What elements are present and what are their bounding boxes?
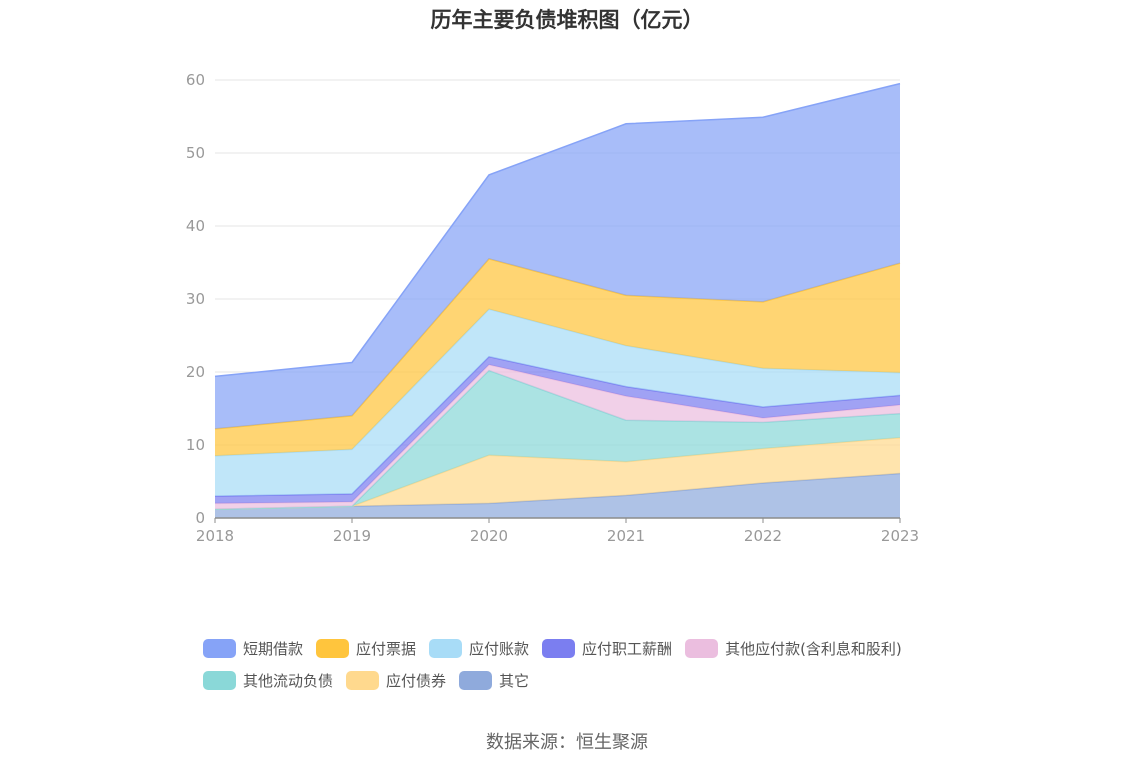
y-tick-label: 10 (186, 436, 205, 454)
legend-swatch (542, 638, 576, 658)
legend-label: 应付票据 (356, 639, 417, 658)
y-tick-label: 40 (186, 217, 205, 235)
area-其他应付款(含利息和股利) (215, 364, 900, 510)
axes: 0 10 20 30 40 50 60 2018 2019 2020 2021 2022 2023 (186, 71, 919, 545)
legend-swatch (346, 670, 380, 690)
x-tick-label: 2020 (470, 527, 508, 545)
y-tick-label: 20 (186, 363, 205, 381)
legend-row: 短期借款 应付票据 应付账款 应付职工薪酬 其他应付款(含利息和股利) (203, 632, 963, 664)
legend-item[interactable]: 应付账款 (429, 638, 529, 659)
legend-swatch (429, 638, 463, 658)
legend-item[interactable]: 应付债券 (346, 670, 446, 691)
legend-swatch (685, 638, 719, 658)
area-其它 (215, 473, 900, 518)
legend-swatch (459, 670, 493, 690)
legend-item[interactable]: 应付票据 (316, 638, 416, 659)
area-应付账款 (215, 309, 900, 497)
legend: 短期借款 应付票据 应付账款 应付职工薪酬 其他应付款(含利息和股利) 其他流动负债 应付… (203, 632, 963, 696)
stacked-area-chart: 0 10 20 30 40 50 60 2018 2019 2020 2021 2022 2023 (186, 71, 919, 545)
y-tick-label: 60 (186, 71, 205, 89)
legend-label: 其他应付款(含利息和股利) (725, 639, 902, 658)
x-tick-label: 2021 (607, 527, 645, 545)
legend-label: 应付债券 (386, 671, 447, 690)
area-其他流动负债 (215, 370, 900, 510)
legend-row: 其他流动负债 应付债券 其它 (203, 664, 963, 696)
legend-label: 应付职工薪酬 (582, 639, 673, 658)
area-series (214, 82, 901, 518)
legend-swatch (316, 638, 350, 658)
legend-item[interactable]: 短期借款 (203, 638, 303, 659)
area-应付职工薪酬 (215, 356, 900, 504)
area-应付票据 (215, 258, 900, 456)
legend-label: 其他流动负债 (243, 671, 334, 690)
area-短期借款 (215, 83, 900, 429)
x-tick-label: 2018 (196, 527, 234, 545)
y-tick-label: 30 (186, 290, 205, 308)
area-应付债券 (215, 437, 900, 510)
legend-item[interactable]: 应付职工薪酬 (542, 638, 672, 659)
legend-label: 短期借款 (243, 639, 304, 658)
y-tick-label: 50 (186, 144, 205, 162)
area-line-短期借款 (214, 82, 901, 378)
legend-label: 其它 (499, 671, 530, 690)
legend-item[interactable]: 其他流动负债 (203, 670, 333, 691)
legend-swatch (203, 670, 236, 690)
legend-swatch (203, 638, 236, 658)
legend-label: 应付账款 (469, 639, 530, 658)
legend-item[interactable]: 其他应付款(含利息和股利) (685, 638, 902, 659)
x-tick-label: 2022 (744, 527, 782, 545)
legend-item[interactable]: 其它 (459, 670, 529, 691)
x-tick-label: 2019 (333, 527, 371, 545)
data-source: 数据来源：恒生聚源 (486, 732, 648, 753)
x-tick-label: 2023 (881, 527, 919, 545)
y-tick-label: 0 (195, 509, 205, 527)
chart-title: 历年主要负债堆积图（亿元） (430, 8, 704, 32)
